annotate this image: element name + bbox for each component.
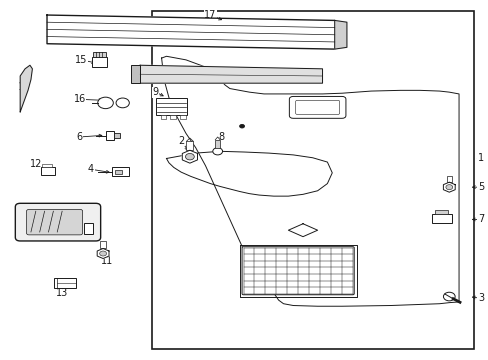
Text: 6: 6 [77,132,82,142]
FancyBboxPatch shape [156,98,187,116]
Text: 9: 9 [152,87,159,97]
Text: 5: 5 [477,182,483,192]
Circle shape [100,251,106,256]
Text: 8: 8 [218,132,224,142]
Bar [446,176,451,182]
Bar [41,167,55,175]
Bar [83,223,93,234]
Polygon shape [97,248,109,258]
Text: 1: 1 [477,153,483,163]
Bar [434,211,447,214]
Bar [160,116,166,119]
Polygon shape [140,65,322,83]
Circle shape [185,153,194,160]
FancyBboxPatch shape [54,278,76,288]
Text: 17: 17 [204,10,216,20]
Circle shape [443,292,454,301]
Bar [114,133,120,138]
Circle shape [212,148,222,155]
Text: 11: 11 [101,256,113,266]
Bar [180,116,185,119]
FancyBboxPatch shape [295,100,339,114]
Circle shape [116,98,129,108]
Bar [115,170,122,174]
Text: 16: 16 [73,94,85,104]
Text: 2: 2 [178,136,184,145]
Text: 15: 15 [75,55,87,65]
Text: 10: 10 [46,218,58,228]
FancyBboxPatch shape [26,210,82,235]
Bar [170,116,176,119]
Text: 3: 3 [477,293,483,303]
Text: 7: 7 [477,215,483,224]
FancyBboxPatch shape [15,203,101,241]
Text: 13: 13 [56,288,68,298]
Polygon shape [334,21,346,49]
FancyBboxPatch shape [289,96,345,118]
Bar [100,241,106,248]
Bar [215,140,220,148]
FancyBboxPatch shape [431,214,451,223]
Bar [42,164,52,167]
Circle shape [239,125,244,128]
Bar [131,65,140,83]
FancyBboxPatch shape [92,57,107,67]
Text: 12: 12 [30,159,42,169]
Polygon shape [443,182,454,192]
Polygon shape [47,15,334,49]
Bar [112,167,129,176]
Text: 14: 14 [18,82,30,92]
Bar [186,141,193,150]
FancyBboxPatch shape [242,247,353,295]
FancyBboxPatch shape [93,51,106,57]
Polygon shape [20,65,32,112]
Circle shape [445,185,452,190]
Polygon shape [182,150,197,163]
Bar [105,131,114,140]
Circle shape [98,97,113,109]
Bar [152,12,473,348]
Text: 4: 4 [88,164,94,174]
